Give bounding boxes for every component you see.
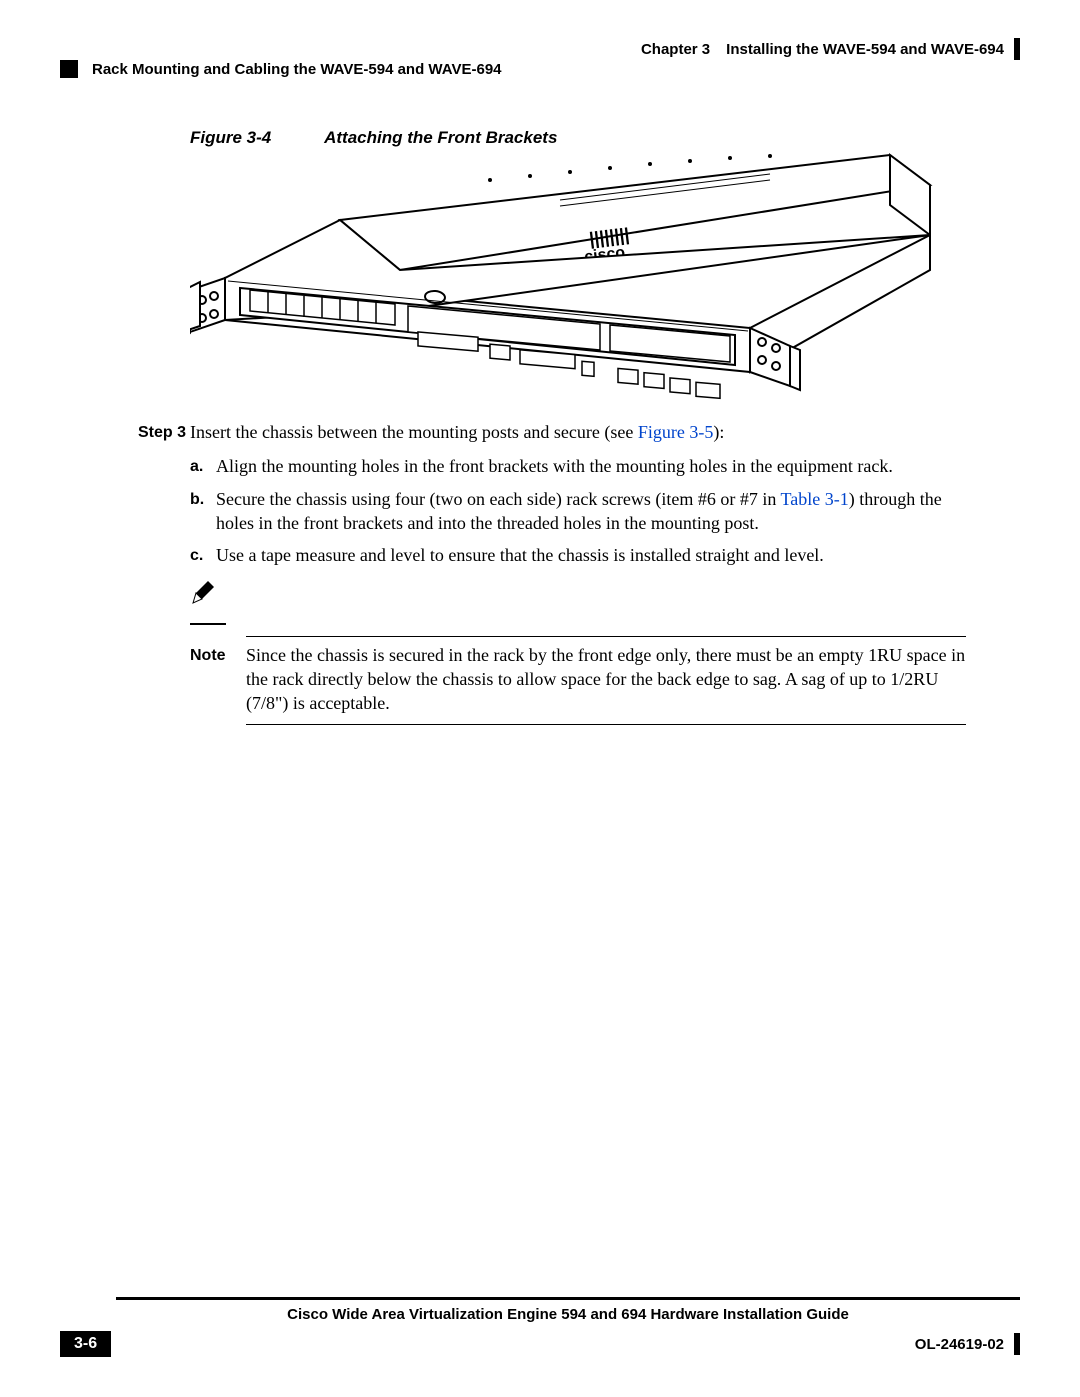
page-footer: Cisco Wide Area Virtualization Engine 59…: [60, 1297, 1020, 1357]
note-row: Note Since the chassis is secured in the…: [190, 643, 968, 716]
step-text: Insert the chassis between the mounting …: [190, 420, 968, 444]
table-link[interactable]: Table 3-1: [781, 489, 849, 509]
figure-title: Attaching the Front Brackets: [324, 128, 557, 147]
note-label: Note: [190, 643, 246, 716]
step-label: Step 3: [138, 420, 190, 444]
chapter-label: Chapter 3: [641, 41, 710, 58]
header-right: Chapter 3 Installing the WAVE-594 and WA…: [641, 38, 1020, 60]
substep-c-label: c.: [190, 543, 216, 567]
substep-a-text: Align the mounting holes in the front br…: [216, 454, 968, 478]
footer-doc-number: OL-24619-02: [915, 1333, 1020, 1355]
device-illustration: |||||||| cisco: [190, 150, 980, 400]
section-bullet-icon: [60, 60, 78, 78]
section-title: Rack Mounting and Cabling the WAVE-594 a…: [92, 61, 502, 78]
substep-b-before: Secure the chassis using four (two on ea…: [216, 489, 781, 509]
substep-a-label: a.: [190, 454, 216, 478]
substep-b-label: b.: [190, 487, 216, 536]
header-tick-icon: [1014, 38, 1020, 60]
page-number: 3-6: [60, 1331, 111, 1357]
step-text-before: Insert the chassis between the mounting …: [190, 422, 638, 442]
note-block: Note Since the chassis is secured in the…: [190, 581, 968, 724]
substep-b: b. Secure the chassis using four (two on…: [190, 487, 968, 536]
header-left: Rack Mounting and Cabling the WAVE-594 a…: [60, 60, 502, 78]
note-rule-bottom: [246, 724, 966, 725]
figure-label: Figure 3-4: [190, 128, 320, 148]
substep-c: c. Use a tape measure and level to ensur…: [190, 543, 968, 567]
figure-caption: Figure 3-4 Attaching the Front Brackets: [190, 128, 557, 148]
pencil-icon: [190, 581, 968, 631]
step-text-after: ):: [713, 422, 724, 442]
substep-list: a. Align the mounting holes in the front…: [190, 454, 968, 567]
note-rule-top: [246, 636, 966, 637]
footer-rule: [116, 1297, 1020, 1300]
substep-a: a. Align the mounting holes in the front…: [190, 454, 968, 478]
footer-row: 3-6 OL-24619-02: [60, 1331, 1020, 1357]
body-content: Step 3 Insert the chassis between the mo…: [138, 420, 968, 725]
page: Chapter 3 Installing the WAVE-594 and WA…: [0, 0, 1080, 1397]
figure-link[interactable]: Figure 3-5: [638, 422, 714, 442]
step-3: Step 3 Insert the chassis between the mo…: [138, 420, 968, 444]
substep-b-text: Secure the chassis using four (two on ea…: [216, 487, 968, 536]
doc-number-text: OL-24619-02: [915, 1336, 1004, 1353]
footer-tick-icon: [1014, 1333, 1020, 1355]
chapter-title: Installing the WAVE-594 and WAVE-694: [726, 41, 1004, 58]
substep-c-text: Use a tape measure and level to ensure t…: [216, 543, 968, 567]
footer-guide-title: Cisco Wide Area Virtualization Engine 59…: [116, 1306, 1020, 1323]
note-text: Since the chassis is secured in the rack…: [246, 643, 968, 716]
